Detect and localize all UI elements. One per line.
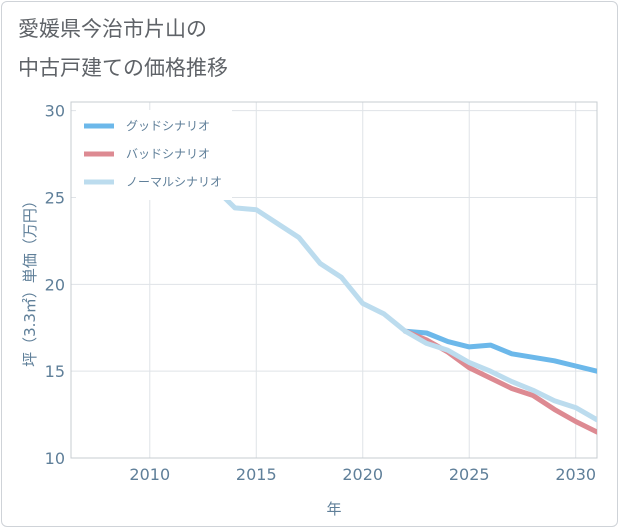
chart-title-line1: 愛媛県今治市片山の — [18, 17, 207, 41]
chart-title-line2: 中古戸建ての価格推移 — [18, 56, 228, 80]
legend-label: バッドシナリオ — [126, 147, 210, 161]
y-tick-labels: 10 15 20 25 30 — [45, 102, 65, 468]
legend-label: グッドシナリオ — [126, 119, 210, 133]
x-tick-label: 2020 — [342, 465, 383, 484]
y-tick-label: 20 — [45, 275, 65, 294]
y-axis-label: 坪（3.3㎡）単価（万円） — [21, 193, 39, 367]
series-line — [402, 328, 597, 374]
x-tick-label: 2030 — [555, 465, 596, 484]
x-tick-labels: 2010 2015 2020 2025 2030 — [129, 465, 596, 484]
y-tick-label: 30 — [45, 102, 65, 121]
y-tick-label: 10 — [45, 449, 65, 468]
plot-frame — [70, 101, 598, 459]
x-axis-label: 年 — [326, 500, 341, 518]
legend-label: ノーマルシナリオ — [126, 175, 222, 189]
y-tick-label: 15 — [45, 362, 65, 381]
y-tick-label: 25 — [45, 189, 65, 208]
x-tick-label: 2010 — [129, 465, 170, 484]
x-tick-label: 2025 — [449, 465, 490, 484]
x-tick-label: 2015 — [236, 465, 277, 484]
